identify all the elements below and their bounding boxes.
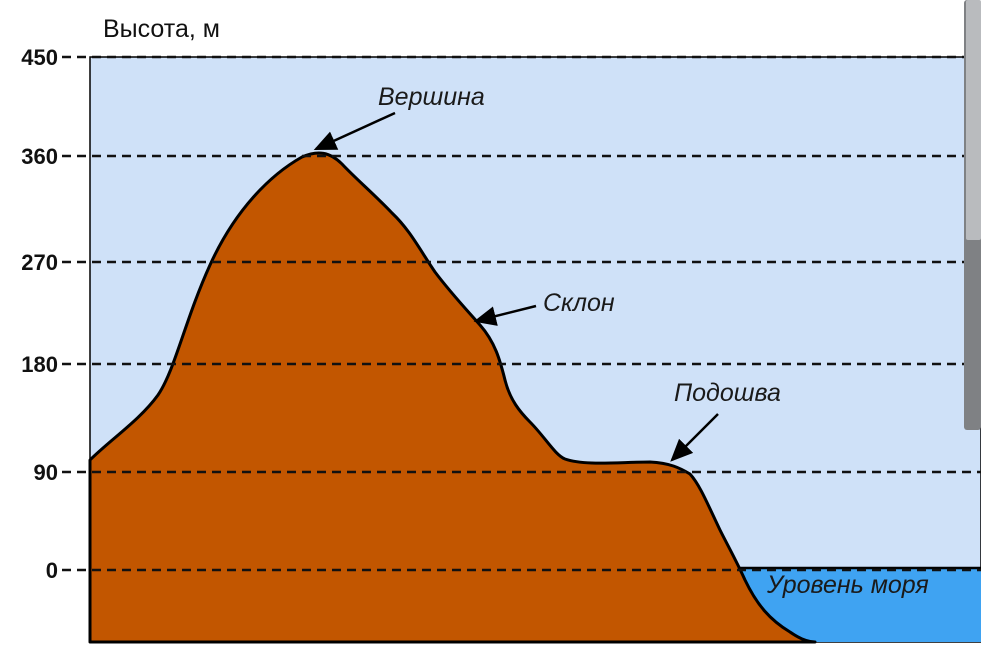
tick-label-180: 180 — [21, 352, 58, 377]
tick-label-450: 450 — [21, 45, 58, 70]
foot-label: Подошва — [674, 379, 781, 407]
summit-label: Вершина — [378, 83, 485, 111]
tick-label-270: 270 — [21, 250, 58, 275]
foot-arrow — [670, 413, 719, 462]
gridlines — [62, 55, 981, 572]
slope-arrow — [473, 304, 537, 326]
slope-label: Склон — [543, 289, 615, 317]
sea-level-label: Уровень моря — [766, 571, 929, 599]
mountain-shape — [88, 151, 817, 644]
summit-arrow — [313, 111, 396, 151]
sea-area — [738, 568, 981, 642]
y-axis-label: Высота, м — [103, 15, 220, 43]
tick-label-0: 0 — [46, 558, 58, 583]
tick-label-360: 360 — [21, 144, 58, 169]
right-edge-handle — [966, 0, 981, 240]
tick-label-90: 90 — [34, 460, 58, 485]
